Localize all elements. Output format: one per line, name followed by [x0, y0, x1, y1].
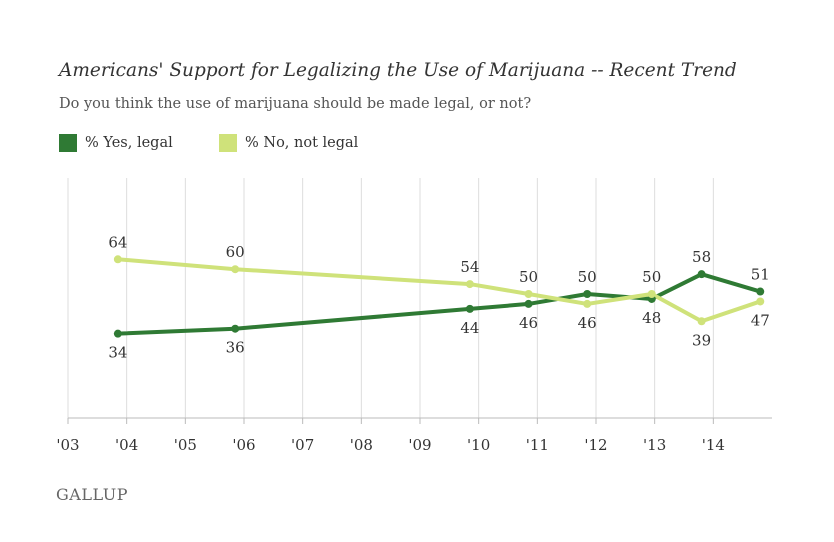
data-point-no	[465, 280, 474, 289]
data-label-yes: 46	[519, 314, 538, 332]
series-line-no	[115, 257, 763, 324]
chart-subtitle: Do you think the use of marijuana should…	[59, 96, 532, 112]
data-point-yes	[113, 329, 122, 338]
data-label-no: 50	[642, 268, 661, 286]
data-label-yes: 48	[642, 309, 661, 327]
legend-item-yes: % Yes, legal	[59, 134, 173, 152]
data-point-yes	[697, 270, 706, 279]
data-label-yes: 34	[108, 344, 127, 362]
x-tick-label: '06	[232, 436, 255, 454]
x-tick-label: '04	[115, 436, 138, 454]
data-label-no: 39	[692, 331, 711, 349]
x-tick-label: '03	[56, 436, 79, 454]
chart-title: Americans' Support for Legalizing the Us…	[59, 60, 737, 81]
x-tick-label: '14	[702, 436, 725, 454]
data-label-yes: 58	[692, 248, 711, 266]
x-tick-label: '07	[291, 436, 314, 454]
data-point-yes	[231, 324, 240, 333]
data-label-no: 60	[226, 243, 245, 261]
x-tick-label: '11	[526, 436, 549, 454]
data-point-yes	[524, 299, 533, 308]
x-tick-label: '10	[467, 436, 490, 454]
data-label-no: 47	[751, 311, 770, 329]
data-point-no	[756, 297, 765, 306]
data-label-yes: 50	[578, 268, 597, 286]
legend-swatch-no	[219, 134, 237, 152]
data-label-yes: 51	[751, 266, 770, 284]
data-label-yes: 44	[460, 319, 479, 337]
legend-label-no: % No, not legal	[245, 135, 359, 151]
legend-item-no: % No, not legal	[219, 134, 358, 152]
gallup-logo: GALLUP	[56, 485, 128, 504]
legend-swatch-yes	[59, 134, 77, 152]
data-label-yes: 36	[226, 339, 245, 357]
x-tick-label: '13	[643, 436, 666, 454]
data-point-no	[231, 265, 240, 274]
data-point-yes	[756, 287, 765, 296]
data-point-no	[697, 317, 706, 326]
data-point-no	[113, 255, 122, 264]
x-tick-label: '12	[584, 436, 607, 454]
data-point-yes	[583, 290, 592, 298]
legend-label-yes: % Yes, legal	[85, 135, 173, 151]
data-point-no	[524, 290, 533, 298]
x-tick-label: '08	[350, 436, 373, 454]
x-tick-label: '09	[408, 436, 431, 454]
data-point-no	[647, 290, 656, 298]
data-label-no: 54	[460, 258, 479, 276]
data-label-no: 50	[519, 268, 538, 286]
data-point-yes	[465, 304, 474, 313]
data-label-no: 46	[578, 314, 597, 332]
data-point-no	[583, 299, 592, 308]
x-tick-label: '05	[174, 436, 197, 454]
data-label-no: 64	[108, 233, 127, 251]
